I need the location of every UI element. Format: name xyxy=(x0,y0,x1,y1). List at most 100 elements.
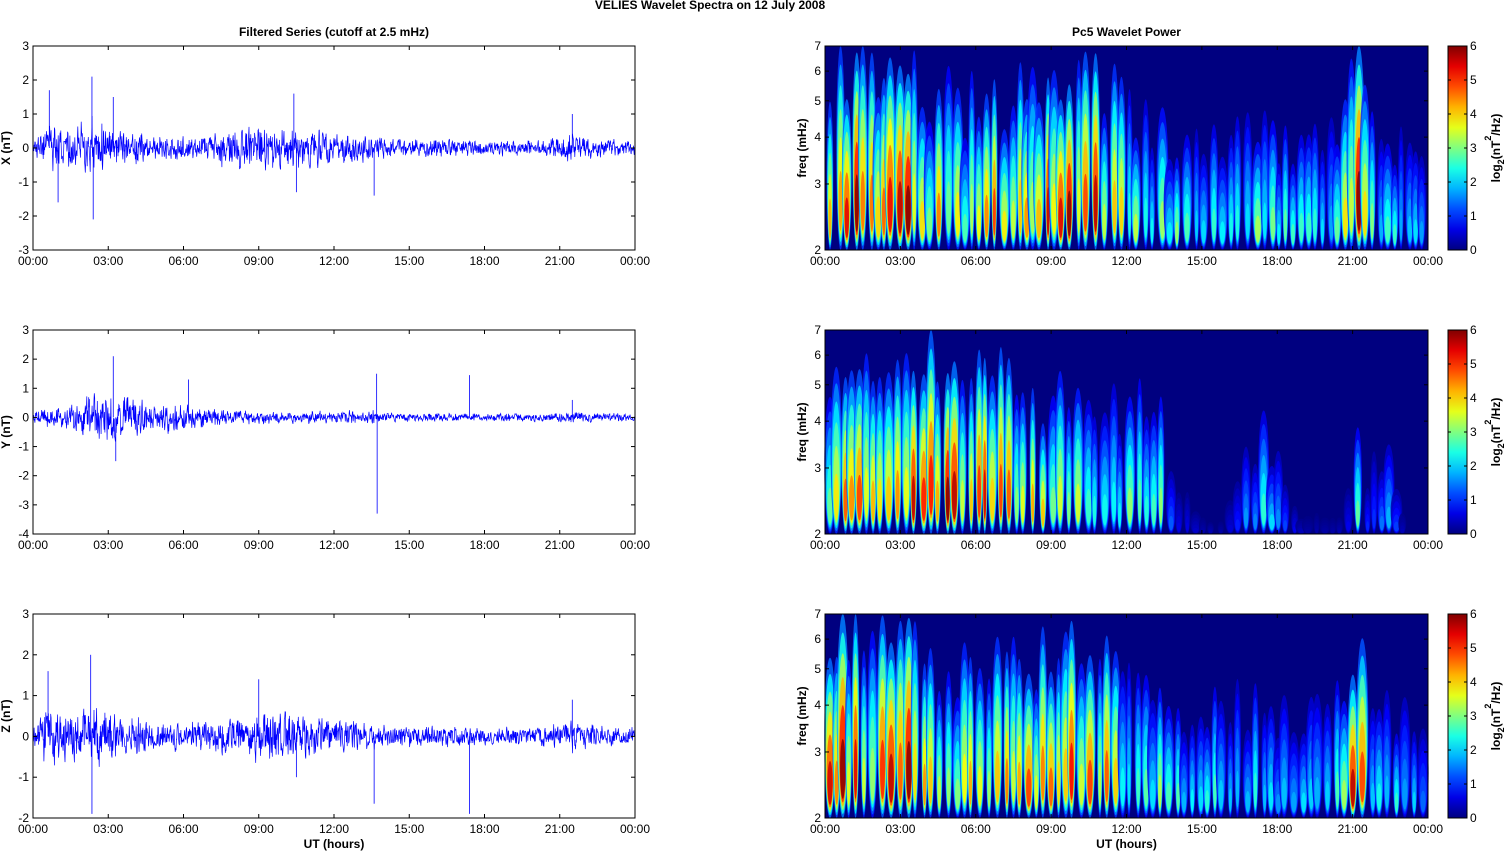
colorbar-label-part: log xyxy=(1489,732,1503,750)
power-cell xyxy=(1218,779,1224,810)
x-tick-label: 06:00 xyxy=(168,254,198,268)
spectrogram-panel-1: 7 6 5 4 3 2 freq (mHz) 00:00 03:00 06:00 09:00 12:0… xyxy=(795,25,1506,268)
power-cell xyxy=(1320,218,1324,244)
power-cell xyxy=(1245,203,1250,240)
power-cell xyxy=(905,185,911,235)
y-tick-label: 2 xyxy=(814,811,821,825)
power-cell xyxy=(1402,778,1408,810)
power-cell xyxy=(955,192,961,237)
x-tick-label: 00:00 xyxy=(620,538,650,552)
power-cell xyxy=(1270,206,1276,241)
power-cell xyxy=(1385,216,1391,243)
power-cell xyxy=(1112,180,1117,234)
power-cell xyxy=(1118,502,1122,528)
power-cell xyxy=(1235,519,1240,531)
power-cell xyxy=(1263,784,1267,811)
x-tick-label: 21:00 xyxy=(545,254,575,268)
x-tick-label: 15:00 xyxy=(394,538,424,552)
power-cell xyxy=(1185,522,1189,532)
power-cell xyxy=(1031,483,1035,523)
colorbar xyxy=(1448,330,1467,534)
power-cell xyxy=(1136,767,1140,807)
power-cell xyxy=(1036,198,1042,239)
y-tick-label: -1 xyxy=(18,440,29,454)
y-tick-label: 3 xyxy=(22,607,29,621)
power-cell xyxy=(1048,767,1054,807)
power-cell xyxy=(1362,190,1368,237)
x-tick-label: 18:00 xyxy=(1262,822,1292,836)
x-tick-label: 12:00 xyxy=(319,538,349,552)
y-tick-label: 5 xyxy=(814,378,821,392)
power-cell xyxy=(1181,791,1187,813)
y-tick-label: 0 xyxy=(22,729,29,743)
x-tick-label: 00:00 xyxy=(810,822,840,836)
colorbar-label-part: log xyxy=(1489,164,1503,182)
x-tick-label: 00:00 xyxy=(810,538,840,552)
power-cell xyxy=(1253,513,1258,530)
y-tick-label: -2 xyxy=(18,209,29,223)
power-cell xyxy=(898,742,903,800)
power-cell xyxy=(962,753,967,803)
power-cell xyxy=(1011,750,1016,803)
power-cell xyxy=(1083,173,1088,232)
power-cell xyxy=(1211,208,1216,241)
x-tick-label: 12:00 xyxy=(319,254,349,268)
colorbar-tick-label: 5 xyxy=(1470,641,1477,655)
power-cell xyxy=(1243,507,1249,529)
x-tick-label: 00:00 xyxy=(620,254,650,268)
power-cell xyxy=(955,778,961,810)
power-cell xyxy=(1041,498,1045,527)
power-cell xyxy=(1113,757,1119,805)
power-cell xyxy=(1158,774,1162,809)
power-cell xyxy=(860,170,865,231)
power-cell xyxy=(1386,506,1392,529)
y-tick-label: 1 xyxy=(22,107,29,121)
y-tick-label: 3 xyxy=(814,177,821,191)
power-cell xyxy=(1291,223,1295,245)
y-tick-label: 2 xyxy=(22,73,29,87)
y-tick-label: 4 xyxy=(814,698,821,712)
power-cell xyxy=(1166,222,1173,245)
power-cell xyxy=(1120,767,1125,807)
power-cell xyxy=(946,181,951,234)
y-tick-label: 0 xyxy=(22,141,29,155)
power-cell xyxy=(1193,528,1199,533)
power-cell xyxy=(853,738,858,799)
power-cell xyxy=(888,753,894,803)
power-cell xyxy=(1069,742,1074,800)
signal-line xyxy=(32,708,636,767)
y-tick-label: 6 xyxy=(814,632,821,646)
spectrogram-panel-2: 7 6 5 4 3 2 freq (mHz) 00:00 03:00 06:00 09:00 12:0… xyxy=(795,323,1506,552)
x-tick-label: 18:00 xyxy=(469,254,499,268)
power-cell xyxy=(1245,791,1251,813)
series-panel-3: 3 2 1 0 -1 -2 Z (nT) 00:00 03:00 06:00 09:00 12:00 1… xyxy=(0,607,650,851)
colorbar-label-part: 2 xyxy=(1496,443,1506,448)
colorbar-tick-label: 1 xyxy=(1470,493,1477,507)
power-cell xyxy=(1085,488,1092,524)
x-tick-label: 15:00 xyxy=(1187,822,1217,836)
power-cell xyxy=(936,192,941,237)
panel-title: Filtered Series (cutoff at 2.5 mHz) xyxy=(239,25,429,39)
power-cell xyxy=(1335,771,1340,808)
power-cell xyxy=(1229,212,1233,242)
power-cell xyxy=(1342,197,1348,239)
x-tick-label: 18:00 xyxy=(469,822,499,836)
series-panel-1: 3 2 1 0 -1 -2 -3 X (nT) 00:00 03:00 06:00 09:00 12:0… xyxy=(0,25,650,268)
power-cell xyxy=(1400,528,1405,533)
colorbar-tick-label: 0 xyxy=(1470,243,1477,257)
y-tick-label: 1 xyxy=(22,381,29,395)
power-cell xyxy=(1325,781,1330,810)
power-cell xyxy=(1322,529,1328,534)
x-tick-label: 03:00 xyxy=(93,254,123,268)
y-tick-label: -2 xyxy=(18,469,29,483)
y-tick-label: -1 xyxy=(18,175,29,189)
power-cell xyxy=(1063,748,1069,802)
power-cell xyxy=(912,173,916,232)
power-cell xyxy=(928,454,934,515)
power-cell xyxy=(977,465,981,518)
colorbar-label-part: log xyxy=(1489,448,1503,466)
power-cell xyxy=(1213,773,1217,809)
power-cell xyxy=(1050,486,1056,524)
colorbar-tick-label: 3 xyxy=(1470,425,1477,439)
